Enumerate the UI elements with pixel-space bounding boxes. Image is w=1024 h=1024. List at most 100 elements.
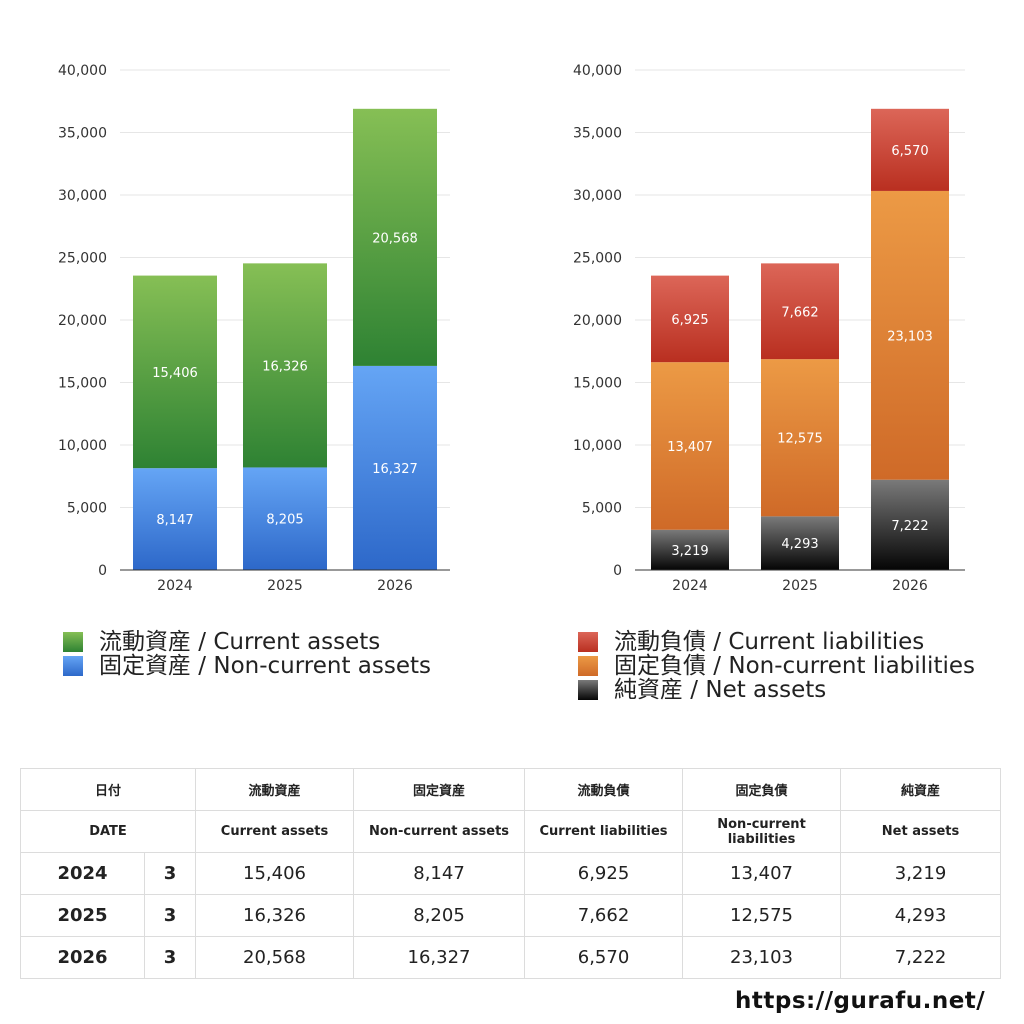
table-header-row: 日付 流動資産 固定資産 流動負債 固定負債 純資産 — [19, 768, 1002, 811]
data-label: 6,570 — [891, 144, 928, 159]
data-label: 4,293 — [781, 537, 818, 552]
table-row: 2024 3 15,406 8,147 6,925 13,407 3,219 — [20, 852, 1002, 895]
y-tick-label: 25,000 — [573, 251, 622, 267]
table-cell: 16,326 — [195, 894, 355, 937]
y-tick-label: 5,000 — [67, 501, 107, 517]
bar-segment — [871, 479, 949, 570]
table-year-cell: 2024 — [20, 852, 145, 895]
y-tick-label: 0 — [98, 563, 107, 579]
bar-segment — [761, 516, 839, 570]
y-tick-label: 5,000 — [582, 501, 622, 517]
y-tick-label: 30,000 — [573, 188, 622, 204]
y-tick-label: 25,000 — [58, 251, 107, 267]
table-cell: 6,925 — [524, 852, 684, 895]
bar-segment — [133, 275, 217, 469]
legend-item: 流動資産 / Current assets — [63, 630, 431, 654]
data-label: 8,147 — [156, 513, 193, 528]
data-label: 3,219 — [671, 544, 708, 559]
bar-segment — [761, 263, 839, 360]
table-year-cell: 2025 — [20, 894, 145, 937]
table-header-cell: 日付 — [19, 768, 196, 811]
data-table: 日付 流動資産 固定資産 流動負債 固定負債 純資産 DATE Current assets N… — [19, 768, 1002, 979]
table-month-cell: 3 — [143, 894, 197, 937]
legend-swatch — [578, 680, 598, 700]
x-tick-label: 2024 — [672, 578, 708, 594]
table-row: 2026 3 20,568 16,327 6,570 23,103 7,222 — [20, 936, 1002, 979]
table-header-cell: Net assets — [840, 810, 1002, 853]
y-tick-label: 15,000 — [58, 376, 107, 392]
y-tick-label: 40,000 — [573, 63, 622, 79]
data-label: 23,103 — [887, 329, 933, 344]
table-year-cell: 2026 — [20, 936, 145, 979]
assets-legend: 流動資産 / Current assets 固定資産 / Non-current … — [63, 630, 431, 678]
y-tick-label: 35,000 — [573, 126, 622, 142]
table-header-cell: 固定資産 — [353, 768, 526, 811]
table-cell: 4,293 — [840, 894, 1002, 937]
bar-charts: 0 5,000 10,000 15,000 20,000 25,000 30,000 35,0… — [58, 63, 965, 594]
legend-label: 流動負債 / Current liabilities — [614, 629, 925, 655]
table-header-cell: DATE — [19, 810, 196, 853]
site-url[interactable]: https://gurafu.net/ — [735, 988, 986, 1014]
y-tick-label: 0 — [613, 563, 622, 579]
legend-item: 固定資産 / Non-current assets — [63, 654, 431, 678]
y-tick-label: 20,000 — [573, 313, 622, 329]
table-header-cell: Non-current liabilities — [682, 810, 842, 853]
y-tick-label: 30,000 — [58, 188, 107, 204]
legend-label: 純資産 / Net assets — [614, 677, 827, 703]
data-label: 6,925 — [671, 313, 708, 328]
legend-swatch — [63, 632, 83, 652]
assets-chart: 0 5,000 10,000 15,000 20,000 25,000 30,000 35,0… — [58, 63, 450, 594]
bar-segment — [651, 362, 729, 530]
y-tick-label: 20,000 — [58, 313, 107, 329]
data-label: 7,222 — [891, 519, 928, 534]
legend-item: 固定負債 / Non-current liabilities — [578, 654, 975, 678]
data-label: 15,406 — [152, 366, 198, 381]
y-tick-label: 10,000 — [58, 438, 107, 454]
table-cell: 23,103 — [682, 936, 842, 979]
bar-segment — [243, 263, 327, 468]
bar-segment — [353, 108, 437, 366]
table-header-row: DATE Current assets Non-current assets Curr… — [19, 810, 1002, 853]
x-tick-label: 2024 — [157, 578, 193, 594]
table-cell: 6,570 — [524, 936, 684, 979]
table-row: 2025 3 16,326 8,205 7,662 12,575 4,293 — [20, 894, 1002, 937]
bar-segment — [353, 365, 437, 570]
table-cell: 3,219 — [840, 852, 1002, 895]
bar-segment — [761, 359, 839, 517]
data-label: 20,568 — [372, 231, 418, 246]
table-header-cell: 純資産 — [840, 768, 1002, 811]
table-header-cell: Current assets — [195, 810, 355, 853]
y-tick-label: 15,000 — [573, 376, 622, 392]
bar-segment — [871, 190, 949, 480]
table-cell: 8,205 — [353, 894, 526, 937]
table-cell: 20,568 — [195, 936, 355, 979]
data-label: 8,205 — [266, 513, 303, 528]
x-tick-label: 2026 — [892, 578, 928, 594]
table-month-cell: 3 — [143, 852, 197, 895]
y-tick-label: 10,000 — [573, 438, 622, 454]
liabilities-legend: 流動負債 / Current liabilities 固定負債 / Non-cur… — [578, 630, 975, 702]
legend-item: 純資産 / Net assets — [578, 678, 975, 702]
legend-swatch — [578, 632, 598, 652]
bar-segment — [651, 275, 729, 363]
legend-swatch — [578, 656, 598, 676]
x-tick-label: 2025 — [267, 578, 303, 594]
table-cell: 8,147 — [353, 852, 526, 895]
y-tick-label: 40,000 — [58, 63, 107, 79]
bar-segment — [651, 529, 729, 570]
table-header-cell: 流動資産 — [195, 768, 355, 811]
table-cell: 16,327 — [353, 936, 526, 979]
bar-segment — [871, 108, 949, 191]
table-cell: 7,662 — [524, 894, 684, 937]
bar-segment — [243, 467, 327, 570]
table-header-cell: Non-current assets — [353, 810, 526, 853]
legend-label: 固定負債 / Non-current liabilities — [614, 653, 975, 679]
legend-swatch — [63, 656, 83, 676]
data-label: 16,326 — [262, 359, 308, 374]
bar-segment — [133, 468, 217, 570]
data-label: 13,407 — [667, 440, 713, 455]
legend-label: 固定資産 / Non-current assets — [99, 653, 432, 679]
table-cell: 7,222 — [840, 936, 1002, 979]
y-tick-label: 35,000 — [58, 126, 107, 142]
data-label: 12,575 — [777, 432, 823, 447]
